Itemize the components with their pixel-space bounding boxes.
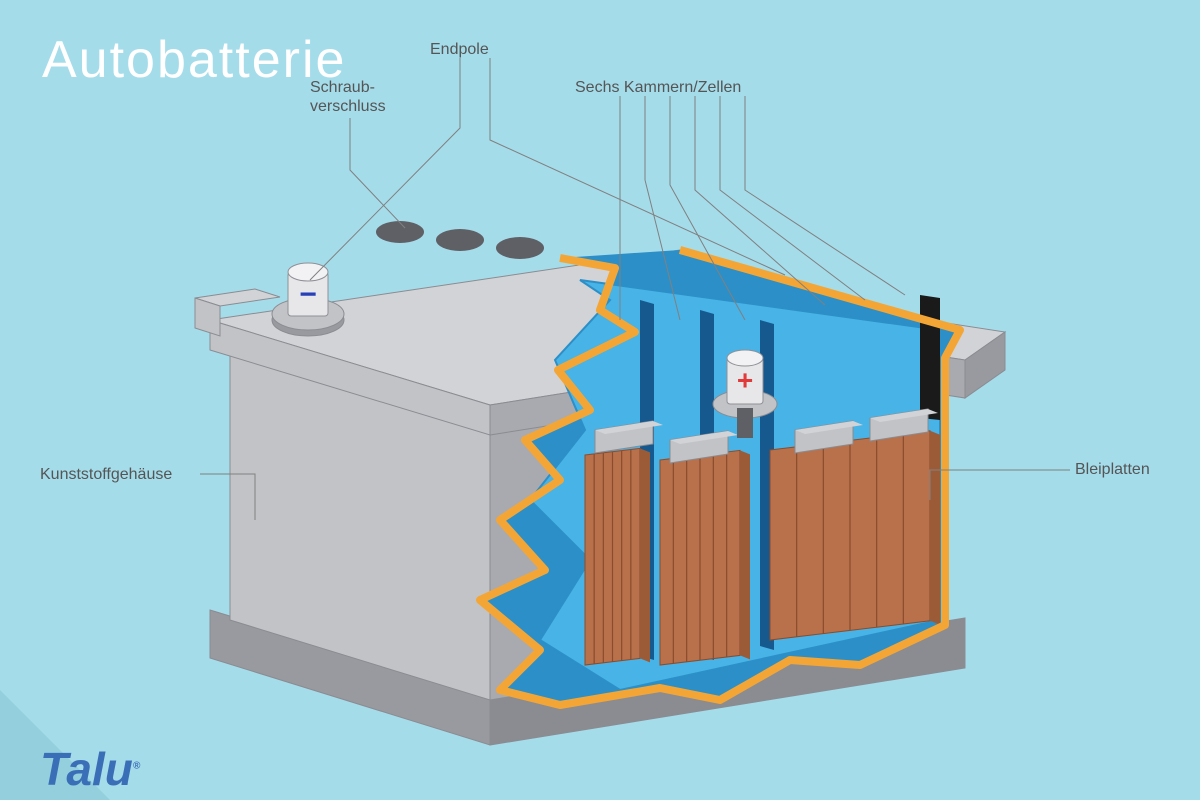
- logo-text: Talu: [40, 743, 133, 795]
- diagram-stage: − + Autobatterie Endpole Schraub- versch…: [0, 0, 1200, 800]
- label-schraubverschluss: Schraub- verschluss: [310, 78, 386, 116]
- screw-cap: [436, 229, 484, 251]
- lead-plate-side: [740, 450, 750, 659]
- label-kunststoffgehaeuse: Kunststoffgehäuse: [40, 465, 172, 484]
- label-endpole: Endpole: [430, 40, 489, 59]
- plus-symbol: +: [737, 364, 753, 395]
- logo-registered: ®: [133, 761, 140, 772]
- battery-diagram: − +: [0, 0, 1200, 800]
- screw-cap: [496, 237, 544, 259]
- screw-cap: [376, 221, 424, 243]
- lead-plate-side: [640, 448, 650, 662]
- talu-logo: Talu®: [40, 742, 140, 796]
- label-bleiplatten: Bleiplatten: [1075, 460, 1150, 479]
- minus-symbol: −: [299, 278, 317, 311]
- label-sechs-kammern: Sechs Kammern/Zellen: [575, 78, 741, 97]
- lead-plate-side: [930, 431, 940, 625]
- diagram-title: Autobatterie: [42, 30, 346, 90]
- seal-strip: [920, 295, 940, 420]
